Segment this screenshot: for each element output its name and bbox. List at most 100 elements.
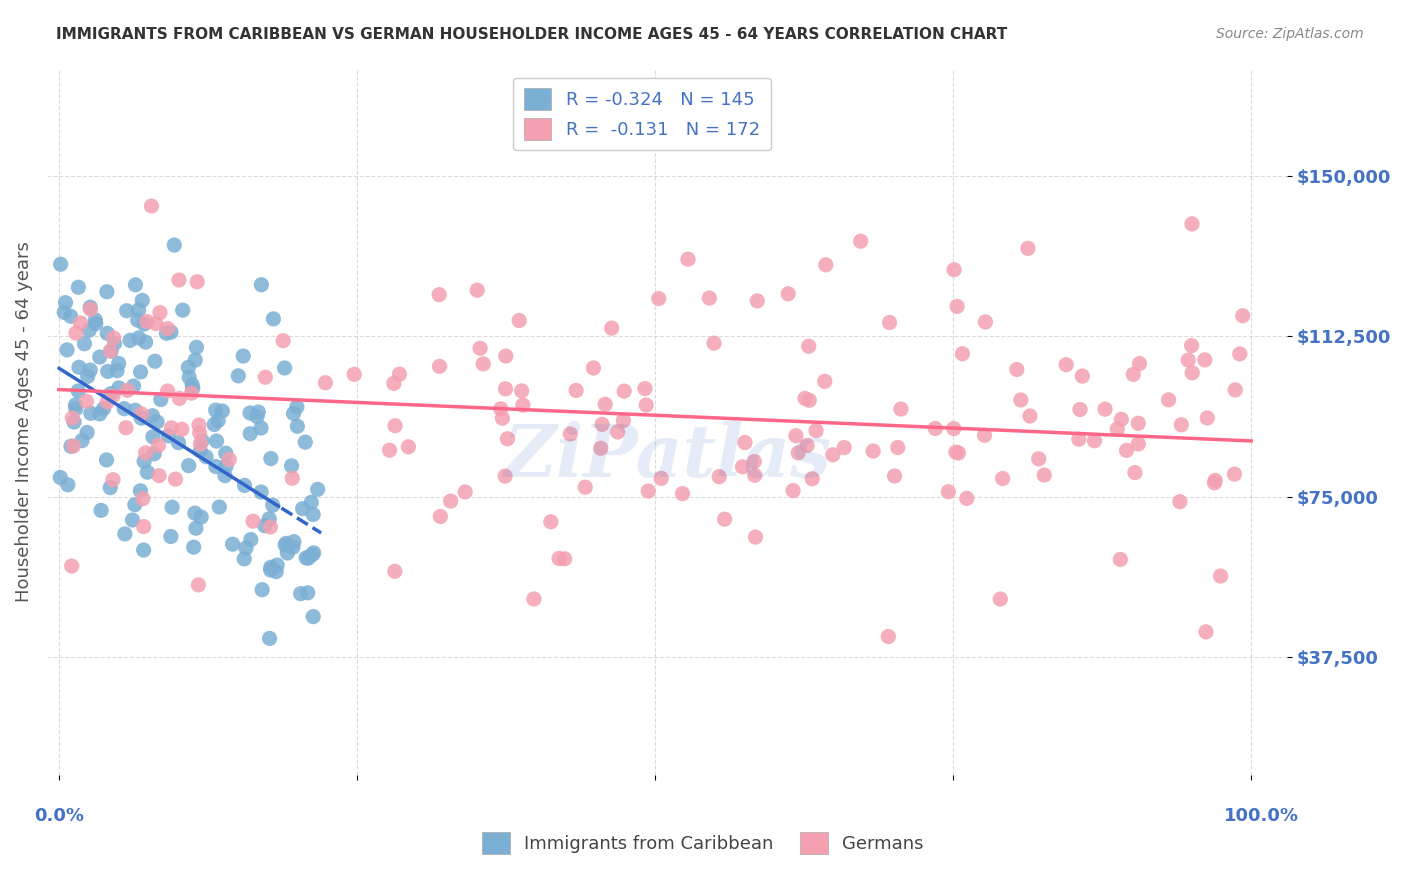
Point	[285, 419, 308, 434]
Point	[1017, 241, 1039, 255]
Point	[291, 501, 314, 516]
Point	[187, 417, 209, 432]
Point	[582, 361, 605, 376]
Point	[186, 275, 208, 289]
Point	[1028, 451, 1050, 466]
Point	[105, 364, 128, 378]
Point	[49, 257, 72, 271]
Point	[250, 485, 273, 500]
Point	[254, 370, 277, 384]
Point	[97, 364, 120, 378]
Point	[69, 316, 91, 330]
Point	[606, 425, 628, 439]
Point	[115, 421, 138, 435]
Point	[55, 295, 77, 310]
Point	[129, 411, 152, 425]
Point	[215, 459, 238, 474]
Point	[132, 543, 155, 558]
Point	[187, 578, 209, 592]
Point	[650, 471, 672, 485]
Point	[510, 384, 533, 398]
Point	[494, 469, 516, 483]
Point	[491, 411, 513, 425]
Point	[540, 515, 562, 529]
Point	[1005, 362, 1028, 376]
Point	[183, 540, 205, 554]
Point	[1195, 624, 1218, 639]
Point	[131, 293, 153, 308]
Point	[1204, 474, 1226, 488]
Point	[1054, 358, 1077, 372]
Point	[129, 365, 152, 379]
Point	[135, 446, 157, 460]
Point	[172, 303, 194, 318]
Point	[239, 426, 262, 441]
Point	[285, 400, 308, 414]
Point	[101, 389, 124, 403]
Point	[801, 472, 824, 486]
Point	[190, 437, 212, 451]
Point	[489, 401, 512, 416]
Point	[156, 384, 179, 398]
Point	[259, 632, 281, 646]
Point	[294, 435, 316, 450]
Point	[259, 563, 281, 577]
Point	[297, 551, 319, 566]
Point	[637, 484, 659, 499]
Point	[731, 459, 754, 474]
Point	[1107, 422, 1129, 436]
Point	[124, 498, 146, 512]
Point	[454, 484, 477, 499]
Legend: R = -0.324   N = 145, R =  -0.131   N = 172: R = -0.324 N = 145, R = -0.131 N = 172	[513, 78, 770, 151]
Point	[832, 441, 855, 455]
Point	[132, 491, 155, 506]
Point	[301, 548, 323, 562]
Point	[862, 444, 884, 458]
Point	[565, 384, 588, 398]
Point	[523, 592, 546, 607]
Point	[1181, 338, 1204, 352]
Point	[266, 558, 288, 573]
Point	[593, 397, 616, 411]
Point	[636, 398, 658, 412]
Point	[1067, 432, 1090, 446]
Text: 100.0%: 100.0%	[1225, 806, 1299, 825]
Point	[136, 465, 159, 479]
Point	[56, 477, 79, 491]
Point	[167, 273, 190, 287]
Point	[250, 582, 273, 597]
Point	[239, 533, 262, 547]
Point	[100, 344, 122, 359]
Point	[247, 405, 270, 419]
Point	[1033, 468, 1056, 483]
Point	[440, 494, 463, 508]
Point	[648, 292, 671, 306]
Point	[307, 483, 329, 497]
Point	[96, 285, 118, 299]
Point	[1128, 357, 1150, 371]
Point	[169, 392, 191, 406]
Point	[149, 392, 172, 407]
Point	[90, 503, 112, 517]
Point	[184, 506, 207, 520]
Point	[146, 415, 169, 429]
Point	[814, 258, 837, 272]
Point	[67, 280, 90, 294]
Point	[233, 478, 256, 492]
Point	[160, 325, 183, 339]
Point	[1109, 552, 1132, 566]
Point	[131, 407, 153, 421]
Point	[879, 316, 901, 330]
Point	[314, 376, 336, 390]
Point	[276, 546, 298, 560]
Point	[215, 446, 238, 460]
Point	[799, 393, 821, 408]
Point	[946, 299, 969, 313]
Point	[246, 409, 269, 424]
Point	[495, 382, 517, 396]
Point	[591, 417, 613, 432]
Point	[281, 471, 304, 485]
Point	[548, 551, 571, 566]
Point	[160, 529, 183, 543]
Point	[396, 440, 419, 454]
